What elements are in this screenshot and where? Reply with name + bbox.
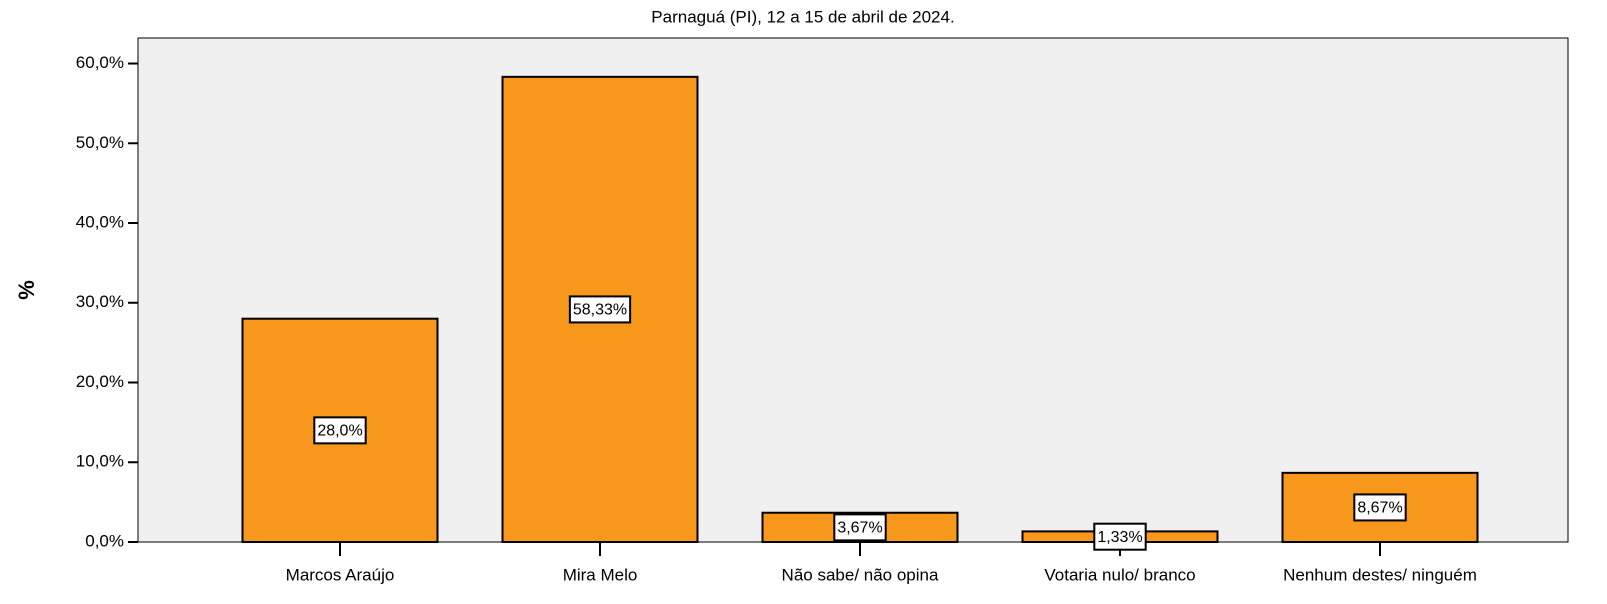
- y-tick-label: 40,0%: [76, 212, 124, 231]
- value-label: 58,33%: [573, 302, 627, 319]
- x-tick-label: Votaria nulo/ branco: [1044, 565, 1195, 584]
- y-tick-label: 30,0%: [76, 292, 124, 311]
- x-tick-label: Nenhum destes/ ninguém: [1283, 565, 1477, 584]
- x-tick-label: Não sabe/ não opina: [782, 565, 939, 584]
- y-tick-label: 0,0%: [85, 531, 124, 550]
- y-tick-label: 60,0%: [76, 53, 124, 72]
- y-tick-label: 10,0%: [76, 452, 124, 471]
- chart-title: Parnaguá (PI), 12 a 15 de abril de 2024.: [651, 7, 954, 26]
- value-label-box: [313, 416, 367, 445]
- value-label-box: [1353, 493, 1407, 522]
- value-label-box: [1093, 522, 1147, 551]
- value-label-box: [833, 513, 887, 542]
- value-label-box: [568, 295, 632, 324]
- x-tick-label: Marcos Araújo: [286, 565, 395, 584]
- value-label: 1,33%: [1097, 529, 1142, 546]
- y-tick-label: 20,0%: [76, 372, 124, 391]
- value-label: 8,67%: [1357, 500, 1402, 517]
- x-tick-label: Mira Melo: [563, 565, 638, 584]
- value-label: 3,67%: [837, 520, 882, 537]
- y-axis-label: %: [14, 280, 39, 300]
- value-label: 28,0%: [317, 423, 362, 440]
- y-tick-label: 50,0%: [76, 133, 124, 152]
